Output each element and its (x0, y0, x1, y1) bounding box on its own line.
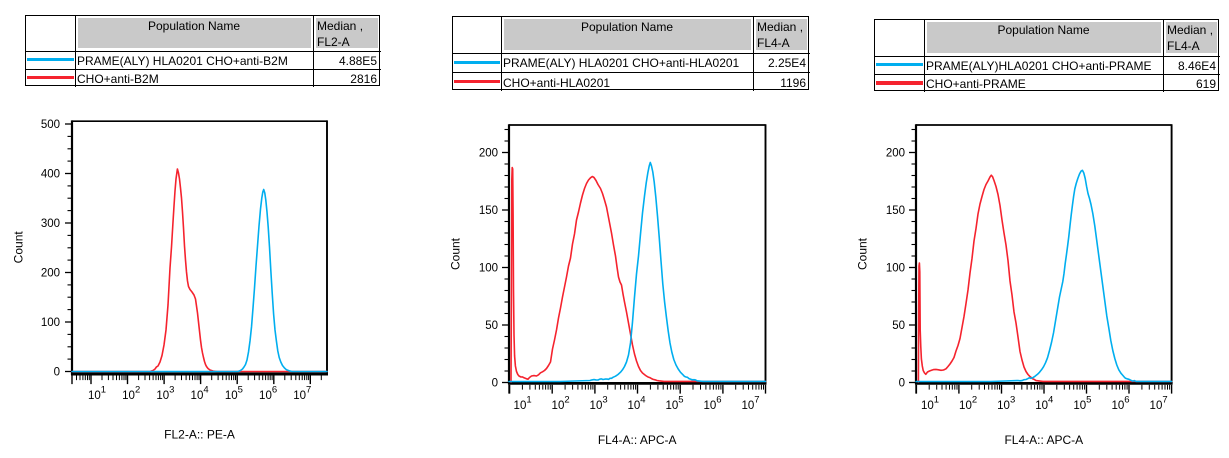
svg-text:50: 50 (892, 320, 905, 332)
svg-text:200: 200 (479, 148, 498, 160)
svg-text:104: 104 (1035, 395, 1053, 413)
svg-text:102: 102 (959, 395, 977, 413)
svg-text:150: 150 (479, 205, 498, 217)
svg-text:102: 102 (552, 395, 570, 413)
svg-text:Count: Count (12, 231, 26, 264)
svg-text:101: 101 (921, 395, 939, 413)
svg-text:500: 500 (41, 119, 60, 131)
svg-text:106: 106 (703, 395, 721, 413)
svg-text:100: 100 (479, 263, 498, 275)
svg-text:103: 103 (156, 385, 174, 403)
svg-text:106: 106 (1111, 395, 1129, 413)
svg-text:105: 105 (665, 395, 683, 413)
svg-text:106: 106 (259, 385, 277, 403)
svg-text:103: 103 (997, 395, 1015, 413)
svg-text:0: 0 (54, 367, 60, 379)
svg-text:104: 104 (627, 395, 645, 413)
svg-text:101: 101 (88, 385, 106, 403)
svg-text:200: 200 (886, 148, 905, 160)
svg-text:105: 105 (1073, 395, 1091, 413)
svg-text:200: 200 (41, 268, 60, 280)
svg-text:107: 107 (293, 385, 311, 403)
svg-text:0: 0 (899, 378, 905, 390)
svg-text:FL4-A:: APC-A: FL4-A:: APC-A (1004, 433, 1083, 447)
svg-text:FL2-A:: PE-A: FL2-A:: PE-A (164, 428, 235, 442)
svg-text:100: 100 (886, 263, 905, 275)
svg-text:0: 0 (492, 378, 498, 390)
svg-text:102: 102 (122, 385, 140, 403)
svg-text:107: 107 (1150, 395, 1168, 413)
svg-text:103: 103 (590, 395, 608, 413)
svg-text:400: 400 (41, 169, 60, 181)
svg-text:104: 104 (191, 385, 209, 403)
svg-text:Count: Count (449, 237, 463, 270)
svg-text:Count: Count (856, 237, 870, 270)
svg-text:101: 101 (514, 395, 532, 413)
svg-text:300: 300 (41, 218, 60, 230)
svg-text:50: 50 (485, 320, 498, 332)
svg-text:150: 150 (886, 205, 905, 217)
svg-text:100: 100 (41, 317, 60, 329)
svg-text:105: 105 (225, 385, 243, 403)
svg-text:107: 107 (741, 395, 759, 413)
svg-text:FL4-A:: APC-A: FL4-A:: APC-A (598, 433, 677, 447)
